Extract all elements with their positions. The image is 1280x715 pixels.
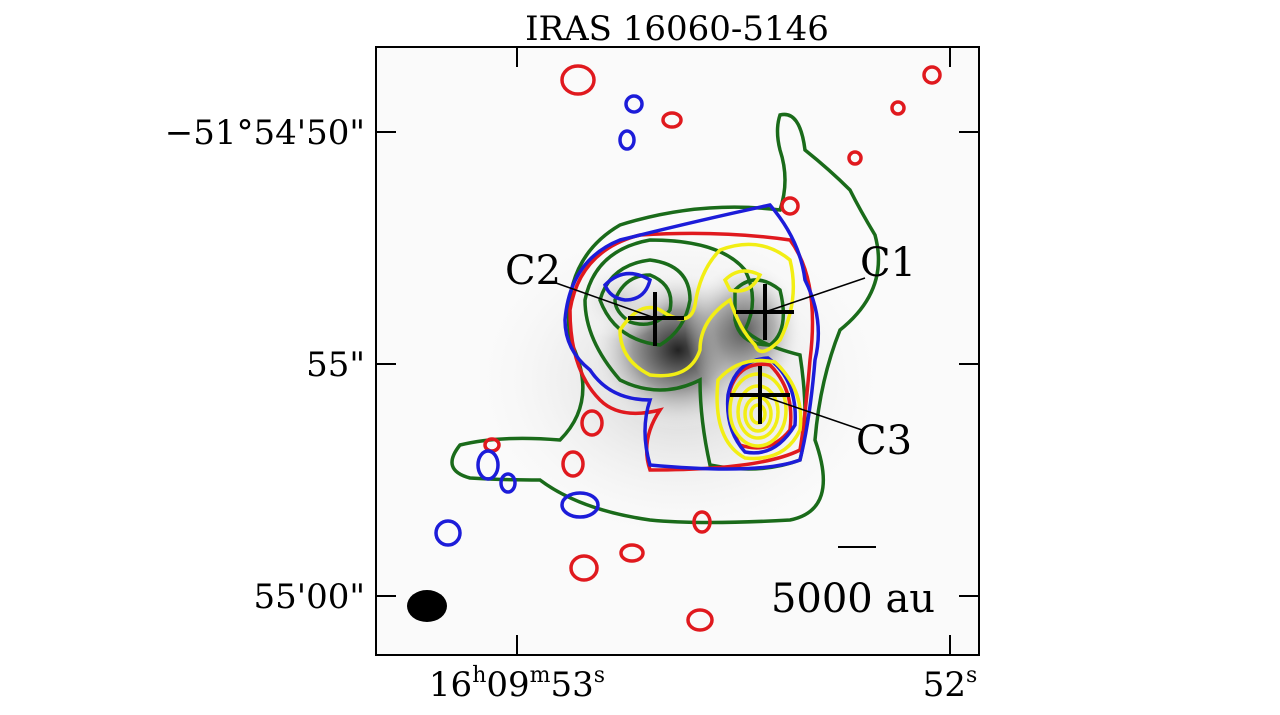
- y-tick-label: 55'00": [253, 577, 365, 617]
- tick-label-part: 09: [486, 665, 529, 705]
- x-tick-label: 16h09m53s: [429, 663, 605, 705]
- tick-label-part: s: [966, 663, 977, 688]
- ticks: [376, 47, 979, 655]
- y-tick-label: 55": [306, 345, 365, 385]
- x-tick-label: 52s: [923, 663, 978, 705]
- source-label: C2: [505, 248, 561, 294]
- source-label: C1: [860, 240, 916, 286]
- y-tick-label: −51°54'50": [165, 113, 365, 153]
- leader-lines: [555, 277, 866, 431]
- tick-label-part: 16: [429, 665, 472, 705]
- scale-bar-label: 5000 au: [771, 576, 935, 622]
- tick-label-part: 52: [923, 665, 966, 705]
- beam: [407, 590, 447, 622]
- title: IRAS 16060-5146: [525, 9, 829, 49]
- source-label: C3: [856, 418, 912, 464]
- tick-label-part: s: [594, 663, 605, 688]
- tick-label-part: m: [530, 663, 551, 688]
- image: [376, 47, 979, 655]
- frame: [375, 46, 980, 656]
- tick-label-part: h: [472, 663, 486, 688]
- tick-label-part: 53: [551, 665, 594, 705]
